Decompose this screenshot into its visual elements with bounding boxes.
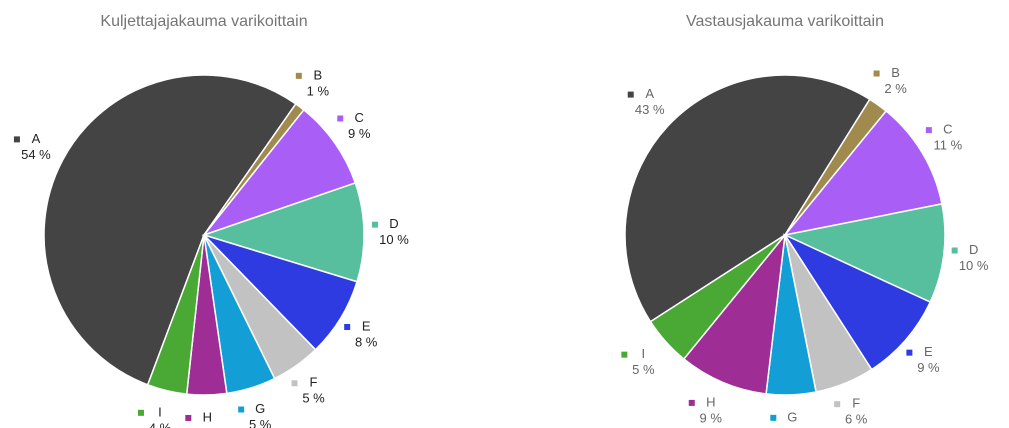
slice-label: C bbox=[355, 110, 364, 125]
legend-marker bbox=[337, 115, 344, 122]
slice-value-label: 10 % bbox=[959, 258, 989, 273]
slice-value-label: 9 % bbox=[917, 360, 940, 375]
slice-value-label: 10 % bbox=[379, 232, 409, 247]
slice-value-label: 9 % bbox=[348, 126, 371, 141]
pie-slice bbox=[782, 233, 932, 371]
legend-marker bbox=[137, 409, 144, 416]
slice-label: D bbox=[389, 216, 398, 231]
slice-value-label: 5 % bbox=[249, 417, 272, 428]
legend-marker bbox=[873, 70, 880, 77]
pie-slice bbox=[201, 108, 357, 237]
pie-slice bbox=[201, 181, 365, 283]
legend-marker bbox=[344, 323, 351, 330]
slice-label: A bbox=[32, 131, 41, 146]
legend-marker bbox=[291, 380, 298, 387]
slice-value-label: 8 % bbox=[355, 334, 378, 349]
legend-marker bbox=[238, 406, 245, 413]
slice-label: B bbox=[891, 65, 900, 80]
legend-marker bbox=[13, 136, 20, 143]
pie-slice bbox=[624, 74, 871, 323]
slice-value-label: 4 % bbox=[149, 420, 172, 428]
slice-label: E bbox=[924, 344, 933, 359]
slice-label: G bbox=[787, 409, 797, 424]
slice-value-label: 5 % bbox=[302, 391, 325, 406]
chart-title: Vastausjakauma varikoittain bbox=[686, 13, 884, 30]
slice-label: H bbox=[203, 409, 212, 424]
legend-marker bbox=[371, 221, 378, 228]
slice-value-label: 5 % bbox=[781, 425, 804, 428]
slice-label: F bbox=[852, 396, 860, 411]
legend-marker bbox=[906, 349, 913, 356]
slice-value-label: 11 % bbox=[934, 138, 963, 153]
slice-label: B bbox=[313, 67, 322, 82]
slice-value-label: 5 % bbox=[632, 362, 655, 377]
slice-label: C bbox=[943, 122, 952, 137]
legend-marker bbox=[185, 414, 192, 421]
legend-marker bbox=[925, 127, 932, 134]
slice-label: E bbox=[362, 318, 371, 333]
slice-label: D bbox=[969, 242, 978, 257]
slice-value-label: 1 % bbox=[307, 83, 330, 98]
slice-label: G bbox=[255, 401, 265, 416]
legend-marker bbox=[834, 401, 841, 408]
slice-value-label: 54 % bbox=[21, 147, 51, 162]
slice-value-label: 6 % bbox=[845, 412, 868, 427]
pie-slice bbox=[782, 203, 946, 304]
pie-slice bbox=[146, 234, 205, 395]
slice-label: F bbox=[310, 375, 318, 390]
slice-value-label: 4 % bbox=[196, 425, 219, 428]
slice-label: A bbox=[645, 86, 654, 101]
legend-marker bbox=[295, 72, 302, 79]
slice-value-label: 9 % bbox=[700, 410, 723, 425]
pie-slice bbox=[682, 232, 787, 395]
legend-marker bbox=[621, 351, 628, 358]
legend-marker bbox=[770, 414, 777, 421]
legend-marker bbox=[688, 399, 695, 406]
legend-marker bbox=[951, 247, 958, 254]
slice-label: I bbox=[158, 404, 162, 419]
slice-label: I bbox=[642, 346, 646, 361]
legend-marker bbox=[627, 91, 634, 98]
chart-title: Kuljettajajakauma varikoittain bbox=[100, 13, 307, 30]
pie-slice bbox=[649, 234, 786, 361]
pie-slice bbox=[43, 74, 297, 386]
slice-value-label: 43 % bbox=[635, 102, 665, 117]
slice-value-label: 2 % bbox=[884, 81, 907, 96]
pie-slice bbox=[783, 109, 943, 237]
slice-label: H bbox=[706, 394, 715, 409]
